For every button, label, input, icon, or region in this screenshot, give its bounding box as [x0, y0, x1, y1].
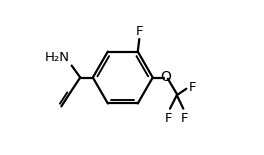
Text: O: O [160, 71, 171, 84]
Text: F: F [189, 81, 196, 94]
Text: H₂N: H₂N [44, 51, 69, 64]
Text: F: F [181, 112, 188, 125]
Text: F: F [165, 112, 173, 125]
Text: F: F [135, 25, 143, 38]
